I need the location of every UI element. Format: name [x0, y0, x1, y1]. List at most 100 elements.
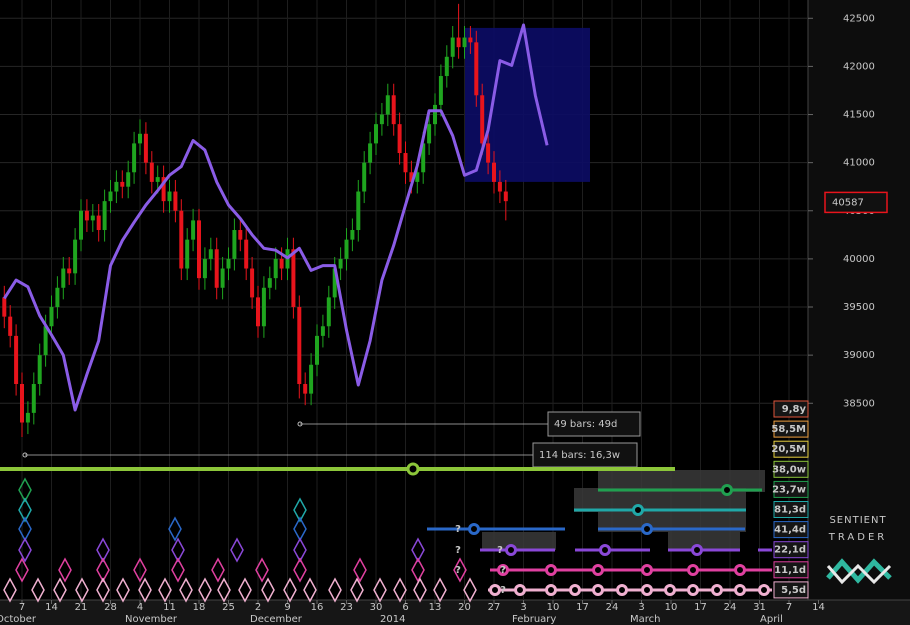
x-tick-label: 16 [311, 602, 324, 613]
cycle-diamond [211, 557, 225, 583]
x-tick-label: 17 [694, 602, 707, 613]
logo-mark [826, 563, 892, 585]
cycle-diamond [75, 577, 89, 603]
candle-body [244, 239, 249, 269]
cycle-diamond [283, 577, 297, 603]
candle-body [102, 201, 107, 231]
candle-body [143, 133, 148, 163]
annotation-box [532, 442, 638, 468]
candle-body [197, 220, 201, 279]
candle-body [138, 133, 142, 144]
candle-body [368, 143, 373, 163]
candle-body [20, 384, 24, 423]
candle-body [497, 181, 502, 192]
cycle-diamond [171, 537, 185, 563]
x-tick-label: 24 [724, 602, 737, 613]
cycle-diamond [179, 577, 193, 603]
month-label: 2014 [380, 614, 405, 625]
cycle-marker [468, 523, 480, 535]
x-tick-label: 14 [45, 602, 58, 613]
cycle-diamond [96, 537, 110, 563]
cycle-diamond [15, 557, 29, 583]
candle-body [214, 249, 219, 288]
month-label: December [250, 614, 303, 625]
month-label: April [760, 614, 783, 625]
cycle-legend-label: 81,3d [774, 505, 806, 516]
x-tick-label: 10 [665, 602, 678, 613]
annotation-anchor [297, 421, 303, 427]
candle-body [374, 124, 378, 144]
candle-body [108, 191, 113, 202]
cycle-marker [641, 523, 653, 535]
candle-body [427, 124, 432, 144]
candle-body [191, 220, 196, 240]
candle-body [73, 239, 78, 274]
cycle-marker [664, 584, 676, 596]
x-tick-label: 7 [786, 602, 792, 613]
candle-body [208, 249, 213, 259]
indicator-line [3, 23, 549, 412]
candle-body [179, 210, 184, 269]
x-tick-label: 21 [75, 602, 88, 613]
cycle-legend-box [773, 521, 809, 539]
candle-body [385, 95, 390, 115]
cycle-zone [598, 512, 746, 532]
x-tick-label: 18 [193, 602, 206, 613]
cycle-diamond [18, 477, 32, 503]
candle-body [391, 95, 396, 125]
cycle-marker [599, 544, 611, 556]
cycle-marker [497, 564, 509, 576]
candle-body [468, 37, 473, 43]
candle-body [480, 95, 485, 144]
candle-body [297, 307, 302, 385]
cycle-diamond [393, 577, 407, 603]
cycle-marker [711, 584, 723, 596]
candle-body [421, 143, 426, 173]
cycle-diamond [133, 557, 147, 583]
candle-body [273, 258, 278, 279]
x-tick-label: 2 [255, 602, 261, 613]
cycle-legend-box [773, 561, 809, 579]
candle-body [250, 268, 255, 298]
cycle-diamond [217, 577, 231, 603]
x-tick-label: 6 [402, 602, 408, 613]
cycle-diamond [293, 497, 307, 523]
cycle-marker [687, 564, 699, 576]
candle-body [185, 239, 190, 269]
cycle-diamond [413, 577, 427, 603]
month-label: March [630, 614, 660, 625]
y-tick-label: 39500 [843, 302, 875, 313]
cycle-marker [641, 564, 653, 576]
y-tick-label: 39000 [843, 350, 875, 361]
cycle-legend-box [773, 400, 809, 418]
candle-body [8, 316, 13, 336]
cycle-legend-box [773, 581, 809, 599]
candle-body [433, 104, 437, 125]
cycle-legend-label: 5,5d [781, 585, 806, 596]
candle-body [84, 210, 89, 221]
month-label: October [0, 614, 37, 625]
candle-body [291, 249, 296, 308]
candle-body [379, 114, 384, 125]
cycle-diamond [411, 557, 425, 583]
candle-body [444, 56, 449, 77]
x-tick-label: 30 [370, 602, 383, 613]
cycle-marker [687, 584, 699, 596]
cycle-diamond [171, 557, 185, 583]
cycle-diamond [158, 577, 172, 603]
candle-body [356, 191, 361, 231]
candle-body [350, 230, 355, 240]
cycle-diamond [328, 577, 342, 603]
cycle-legend-box [773, 440, 809, 458]
x-tick-label: 11 [163, 602, 176, 613]
y-tick-label: 42500 [843, 13, 875, 24]
candle-body [362, 162, 367, 192]
candle-body [220, 268, 225, 288]
x-tick-label: 27 [488, 602, 501, 613]
candle-body [261, 287, 266, 327]
cycle-diamond [18, 537, 32, 563]
candle-body [232, 230, 237, 259]
annotation-box [547, 411, 641, 437]
month-label: February [512, 614, 556, 625]
x-tick-label: 20 [458, 602, 471, 613]
